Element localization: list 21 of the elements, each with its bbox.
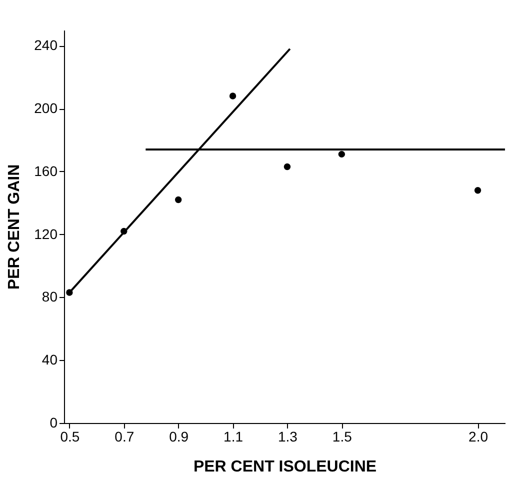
x-tick-label: 1.3 — [278, 428, 298, 444]
x-tick-label: 0.7 — [114, 428, 134, 444]
x-tick-label: 0.5 — [60, 428, 80, 444]
point — [338, 150, 346, 158]
x-tick-label: 1.1 — [224, 428, 244, 444]
y-tick-label: 0 — [50, 414, 58, 430]
x-tick-label: 1.5 — [332, 428, 352, 444]
y-tick-label: 200 — [34, 100, 58, 116]
x-tick-label: 0.9 — [169, 428, 189, 444]
y-tick-label: 40 — [42, 352, 58, 368]
point — [474, 186, 482, 194]
y-tick-label: 240 — [34, 37, 58, 54]
y-tick-label: 160 — [34, 162, 58, 179]
point — [284, 163, 291, 170]
point — [229, 92, 236, 100]
x-axis-title: PER CENT ISOLEUCINE — [193, 458, 377, 476]
y-axis-title: PER CENT GAIN — [6, 164, 24, 290]
x-tick-label: 2.0 — [468, 428, 488, 444]
y-tick-label: 120 — [34, 226, 58, 242]
y-tick-label: 80 — [42, 288, 58, 305]
point — [174, 196, 182, 204]
